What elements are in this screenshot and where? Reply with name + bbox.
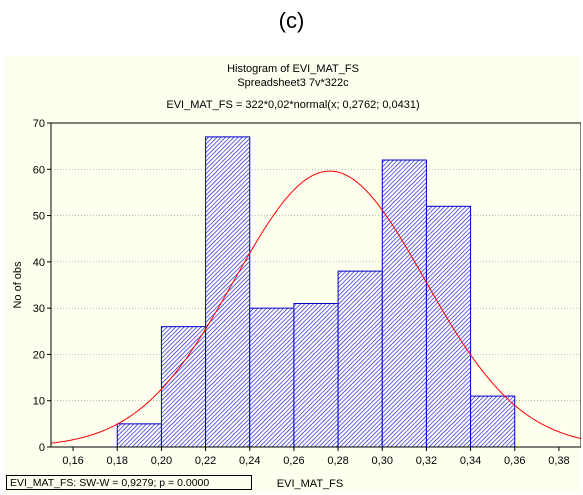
x-tick-label-5: 0,26 (283, 455, 304, 467)
histogram-bar-3 (249, 307, 295, 448)
x-tick-label-11: 0,38 (548, 455, 569, 467)
y-tick-label-0: 0 (39, 442, 45, 454)
shapiro-wilk-stat-box: EVI_MAT_FS: SW-W = 0,9279; p = 0.0000 (6, 475, 252, 490)
fit-label: EVI_MAT_FS = 322*0,02*normal(x; 0,2762; … (166, 99, 419, 111)
x-tick-label-3: 0,22 (195, 455, 216, 467)
x-axis-label: EVI_MAT_FS (277, 478, 343, 490)
histogram-bar-4 (293, 303, 339, 448)
histogram-bar-6 (381, 159, 427, 448)
y-tick-label-5: 50 (33, 211, 45, 223)
x-tick-label-2: 0,20 (151, 455, 172, 467)
panel-label: (c) (278, 8, 305, 33)
y-tick-label-4: 40 (33, 257, 45, 269)
y-tick-label-2: 20 (33, 349, 45, 361)
chart-title: Histogram of EVI_MAT_FS (227, 63, 359, 75)
y-tick-label-1: 10 (33, 396, 45, 408)
normal-fit-curve (51, 170, 581, 444)
histogram-bars (116, 136, 516, 448)
chart-area: Histogram of EVI_MAT_FS Spreadsheet3 7v*… (5, 56, 581, 493)
y-tick-label-7: 70 (33, 118, 45, 130)
histogram-bar-7 (425, 205, 472, 448)
plot-border (50, 122, 581, 448)
x-tick-label-1: 0,18 (107, 455, 128, 467)
y-tick-label-6: 60 (33, 164, 45, 176)
x-tick-label-6: 0,28 (327, 455, 348, 467)
histogram-bar-8 (470, 395, 516, 448)
x-tick-label-4: 0,24 (239, 455, 260, 467)
y-axis-ticks: 0 10 20 30 40 50 60 70 (33, 118, 51, 454)
histogram-chart: Histogram of EVI_MAT_FS Spreadsheet3 7v*… (12, 63, 581, 490)
histogram-bar-0 (116, 423, 162, 448)
y-tick-label-3: 30 (33, 303, 45, 315)
x-tick-label-9: 0,34 (460, 455, 481, 467)
histogram-bar-5 (337, 270, 383, 448)
x-tick-label-8: 0,32 (416, 455, 437, 467)
histogram-bar-1 (160, 326, 207, 448)
x-axis-ticks: 0,16 0,18 0,20 0,22 0,24 0,26 0,28 0,30 0,32 0,34… (62, 447, 570, 467)
x-tick-label-10: 0,36 (504, 455, 525, 467)
chart-subtitle: Spreadsheet3 7v*322c (237, 77, 349, 89)
x-tick-label-0: 0,16 (62, 455, 83, 467)
y-axis-label: No of obs (12, 261, 24, 309)
x-tick-label-7: 0,30 (372, 455, 393, 467)
